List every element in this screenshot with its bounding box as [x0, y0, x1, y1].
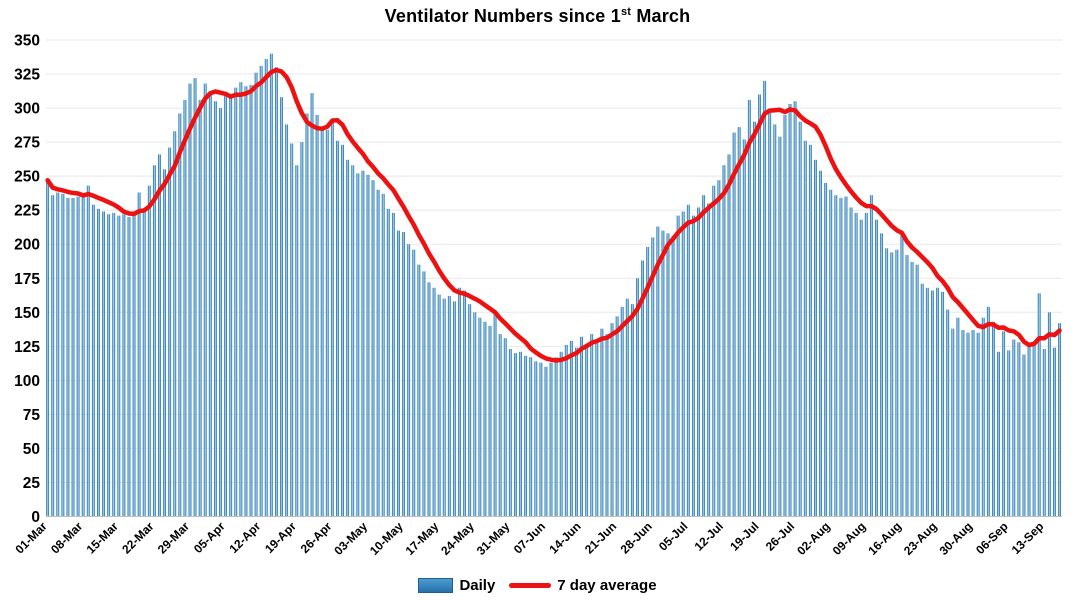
legend-daily-label: Daily	[459, 577, 496, 594]
chart-title-superscript: st	[620, 6, 632, 18]
svg-text:75: 75	[23, 407, 41, 424]
svg-text:0: 0	[31, 509, 40, 526]
svg-text:24-May: 24-May	[438, 519, 477, 558]
svg-text:350: 350	[14, 33, 40, 50]
svg-text:22-Mar: 22-Mar	[119, 519, 156, 556]
svg-text:150: 150	[14, 305, 40, 322]
svg-text:25: 25	[23, 475, 41, 492]
svg-text:15-Mar: 15-Mar	[84, 519, 121, 556]
svg-text:03-May: 03-May	[331, 519, 370, 558]
svg-text:125: 125	[14, 339, 40, 356]
svg-text:28-Jun: 28-Jun	[618, 519, 655, 556]
svg-text:17-May: 17-May	[403, 519, 442, 558]
svg-text:300: 300	[14, 101, 40, 118]
svg-text:200: 200	[14, 237, 40, 254]
svg-text:19-Apr: 19-Apr	[262, 519, 299, 556]
legend-item-daily: Daily	[418, 577, 495, 594]
svg-text:13-Sep: 13-Sep	[1009, 519, 1047, 557]
chart-legend: Daily 7 day average	[0, 577, 1075, 594]
svg-text:50: 50	[23, 441, 40, 458]
legend-average-label: 7 day average	[557, 577, 657, 594]
svg-text:05-Jul: 05-Jul	[656, 519, 690, 553]
svg-text:175: 175	[14, 271, 40, 288]
svg-text:23-Aug: 23-Aug	[901, 519, 940, 558]
svg-text:07-Jun: 07-Jun	[511, 519, 548, 556]
svg-text:225: 225	[14, 203, 40, 220]
svg-text:09-Aug: 09-Aug	[830, 519, 869, 558]
chart-title-text: Ventilator Numbers since 1	[384, 6, 621, 26]
svg-text:29-Mar: 29-Mar	[155, 519, 192, 556]
svg-text:08-Mar: 08-Mar	[48, 519, 85, 556]
daily-series-swatch-icon	[418, 578, 454, 593]
legend-item-average: 7 day average	[509, 577, 657, 594]
ventilator-chart: 0 25 50 75 100 125 150 175 200 225 250 275 300 325 350…	[12, 33, 1062, 558]
svg-text:10-May: 10-May	[367, 519, 406, 558]
svg-text:30-Aug: 30-Aug	[937, 519, 976, 558]
svg-text:250: 250	[14, 169, 40, 186]
svg-text:16-Aug: 16-Aug	[865, 519, 904, 558]
svg-text:275: 275	[14, 135, 40, 152]
chart-title: Ventilator Numbers since 1st March	[0, 6, 1075, 27]
average-series-swatch-icon	[509, 583, 552, 588]
chart-title-suffix: March	[631, 6, 691, 26]
svg-text:02-Aug: 02-Aug	[794, 519, 833, 558]
svg-text:325: 325	[14, 67, 40, 84]
svg-text:26-Jul: 26-Jul	[763, 519, 797, 553]
svg-text:21-Jun: 21-Jun	[582, 519, 619, 556]
svg-text:19-Jul: 19-Jul	[727, 519, 761, 553]
svg-text:31-May: 31-May	[474, 519, 513, 558]
svg-text:12-Jul: 12-Jul	[692, 519, 726, 553]
svg-text:12-Apr: 12-Apr	[227, 519, 264, 556]
svg-text:14-Jun: 14-Jun	[546, 519, 583, 556]
svg-text:06-Sep: 06-Sep	[973, 519, 1011, 557]
svg-text:100: 100	[14, 373, 40, 390]
svg-text:05-Apr: 05-Apr	[191, 519, 228, 556]
svg-text:26-Apr: 26-Apr	[298, 519, 335, 556]
